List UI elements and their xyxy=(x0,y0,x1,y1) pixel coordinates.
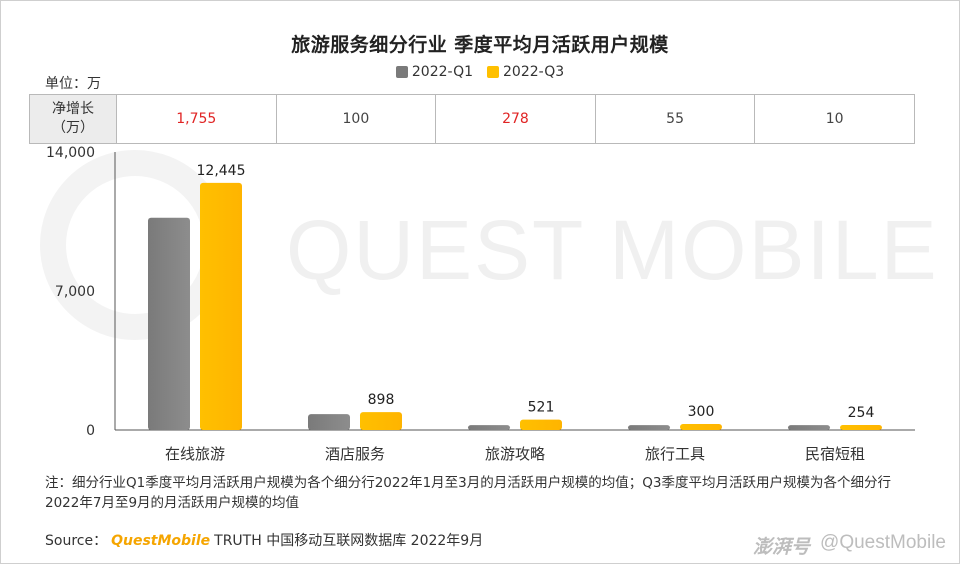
data-label: 300 xyxy=(688,404,715,420)
net-growth-cell: 100 xyxy=(277,95,437,143)
net-growth-cell: 10 xyxy=(825,111,844,127)
net-growth-cell: 1,755 xyxy=(117,95,277,143)
data-label: 521 xyxy=(528,400,555,416)
unit-label: 单位：万 xyxy=(45,76,101,92)
source-brand: QuestMobile xyxy=(111,533,211,549)
legend-item-q1: 2022-Q1 xyxy=(395,64,473,80)
data-label: 12,445 xyxy=(197,163,246,179)
footer-watermark-left: 澎湃号 xyxy=(753,537,811,558)
data-label: 254 xyxy=(848,405,875,421)
net-growth-header: 净增长 （万） xyxy=(30,95,117,143)
x-tick-label: 酒店服务 xyxy=(325,445,385,463)
net-growth-table: 净增长 （万） 1,755 100 278 55 10 xyxy=(29,94,915,144)
bar-q3 xyxy=(840,424,882,430)
x-tick-label: 旅游攻略 xyxy=(485,445,545,463)
legend-swatch-q1 xyxy=(395,66,408,78)
data-label: 898 xyxy=(368,392,395,408)
source-text: TRUTH 中国移动互联网数据库 2022年9月 xyxy=(214,533,484,549)
net-growth-header-line1: 净增长 xyxy=(52,101,94,117)
footer-watermark-right: @QuestMobile xyxy=(820,532,946,553)
x-tick-label: 旅行工具 xyxy=(645,445,705,463)
net-growth-cell: 55 xyxy=(596,95,756,143)
bar-q1 xyxy=(308,414,350,430)
source-line: Source： QuestMobile TRUTH 中国移动互联网数据库 202… xyxy=(45,530,483,550)
net-growth-header-line2: （万） xyxy=(52,120,94,136)
legend-label-q3: 2022-Q3 xyxy=(503,64,565,80)
footer-watermark: 澎湃号 @QuestMobile xyxy=(753,532,946,559)
bar-q1 xyxy=(468,425,510,430)
legend-label-q1: 2022-Q1 xyxy=(411,64,473,80)
x-tick-label: 在线旅游 xyxy=(165,445,225,463)
y-tick-label: 14,000 xyxy=(46,145,95,161)
source-label: Source： xyxy=(45,533,108,549)
bar-q3 xyxy=(200,182,242,430)
bar-q3 xyxy=(680,424,722,430)
legend-item-q3: 2022-Q3 xyxy=(487,64,564,80)
y-tick-label: 0 xyxy=(86,423,95,439)
bar-q1 xyxy=(788,425,830,430)
y-tick-label: 7,000 xyxy=(55,284,95,300)
bar-q1 xyxy=(628,425,670,430)
chart-title: 旅游服务细分行业 季度平均月活跃用户规模 xyxy=(291,34,669,56)
watermark-text: QUEST MOBILE xyxy=(286,203,939,297)
net-growth-cell: 278 xyxy=(436,95,596,143)
bar-q3 xyxy=(360,412,402,430)
bar-q1 xyxy=(148,217,190,430)
bar-q3 xyxy=(520,419,562,430)
footnote: 注：细分行业Q1季度平均月活跃用户规模为各个细分行2022年1月至3月的月活跃用… xyxy=(45,475,891,511)
legend: 2022-Q1 2022-Q3 xyxy=(0,64,960,80)
x-tick-label: 民宿短租 xyxy=(805,445,865,463)
legend-swatch-q3 xyxy=(487,66,499,78)
